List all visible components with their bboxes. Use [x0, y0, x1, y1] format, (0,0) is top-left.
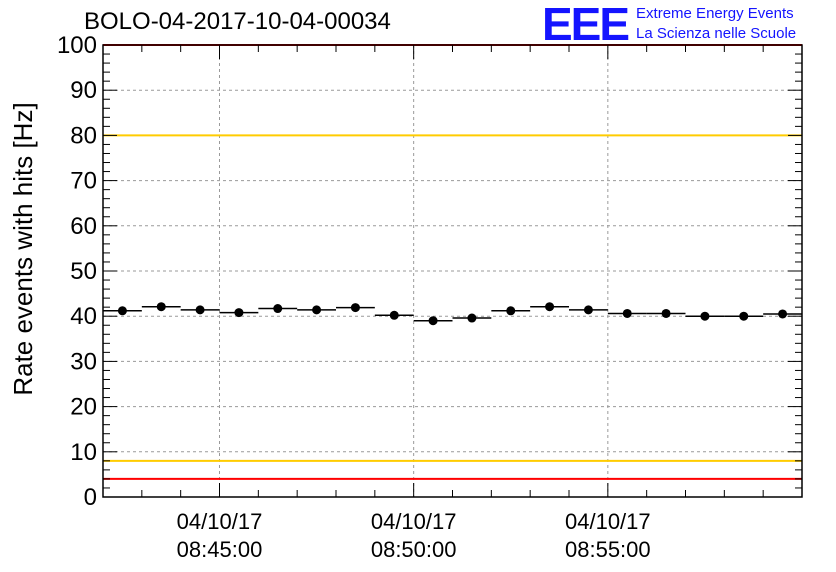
- y-tick-label: 80: [70, 122, 97, 149]
- data-point: [234, 308, 244, 318]
- data-point: [467, 313, 477, 323]
- y-axis-label: Rate events with hits [Hz]: [8, 102, 38, 395]
- data-point: [312, 305, 322, 315]
- data-point: [156, 302, 166, 312]
- x-tick-label-time: 08:50:00: [371, 537, 457, 562]
- data-point: [700, 311, 710, 321]
- y-tick-label: 0: [84, 484, 97, 511]
- data-point: [273, 304, 283, 314]
- data-point: [583, 305, 593, 315]
- data-point: [350, 303, 360, 313]
- y-tick-label: 50: [70, 258, 97, 285]
- x-tick-label-date: 04/10/17: [565, 509, 651, 534]
- data-point: [739, 311, 749, 321]
- data-point: [622, 308, 632, 318]
- x-tick-label-time: 08:45:00: [177, 537, 263, 562]
- y-tick-label: 70: [70, 168, 97, 195]
- y-tick-label: 60: [70, 213, 97, 240]
- data-point: [661, 308, 671, 318]
- y-tick-label: 100: [57, 32, 97, 59]
- data-point: [545, 302, 555, 312]
- logo-line-1: Extreme Energy Events: [636, 5, 794, 22]
- x-tick-label-date: 04/10/17: [177, 509, 263, 534]
- data-point: [389, 310, 399, 320]
- data-point: [195, 305, 205, 315]
- x-tick-label-time: 08:55:00: [565, 537, 651, 562]
- eee-logo-mark: EEE: [542, 0, 630, 50]
- eee-logo-text: Extreme Energy Events La Scienza nelle S…: [636, 4, 796, 44]
- y-tick-label: 30: [70, 348, 97, 375]
- data-point: [778, 309, 788, 319]
- y-tick-label: 10: [70, 439, 97, 466]
- data-point: [428, 316, 438, 326]
- x-tick-label-date: 04/10/17: [371, 509, 457, 534]
- eee-logo: EEE Extreme Energy Events La Scienza nel…: [542, 0, 796, 50]
- logo-line-2: La Scienza nelle Scuole: [636, 25, 797, 42]
- data-point: [117, 306, 127, 316]
- y-tick-label: 90: [70, 77, 97, 104]
- chart-title: BOLO-04-2017-10-04-00034: [84, 8, 391, 35]
- data-point: [506, 306, 516, 316]
- y-tick-label: 20: [70, 394, 97, 421]
- y-tick-label: 40: [70, 303, 97, 330]
